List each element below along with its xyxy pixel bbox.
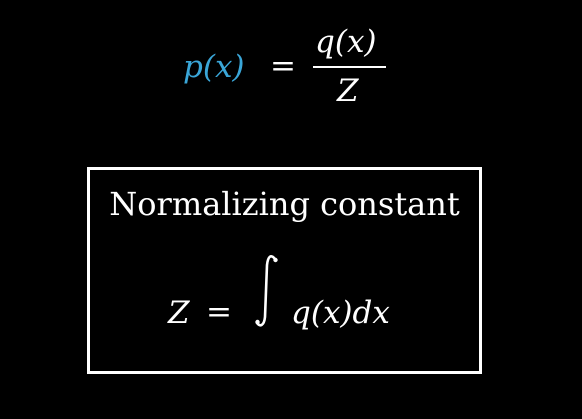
integrand: q(x)dx: [291, 295, 390, 331]
integral-lhs: Z: [168, 295, 190, 331]
density-lhs: p(x): [183, 49, 245, 85]
density-formula: p(x) = q(x) Z: [0, 0, 582, 140]
fraction-denominator: Z: [337, 73, 359, 109]
fraction-bar: [313, 66, 386, 68]
integral-equals-sign: =: [206, 294, 232, 330]
fraction-numerator: q(x): [315, 24, 377, 60]
box-title: Normalizing constant: [109, 185, 460, 223]
integral-icon: [255, 255, 278, 327]
normalizing-constant-box: Normalizing constant Z = q(x)dx: [87, 167, 482, 374]
equals-sign: =: [270, 48, 296, 84]
